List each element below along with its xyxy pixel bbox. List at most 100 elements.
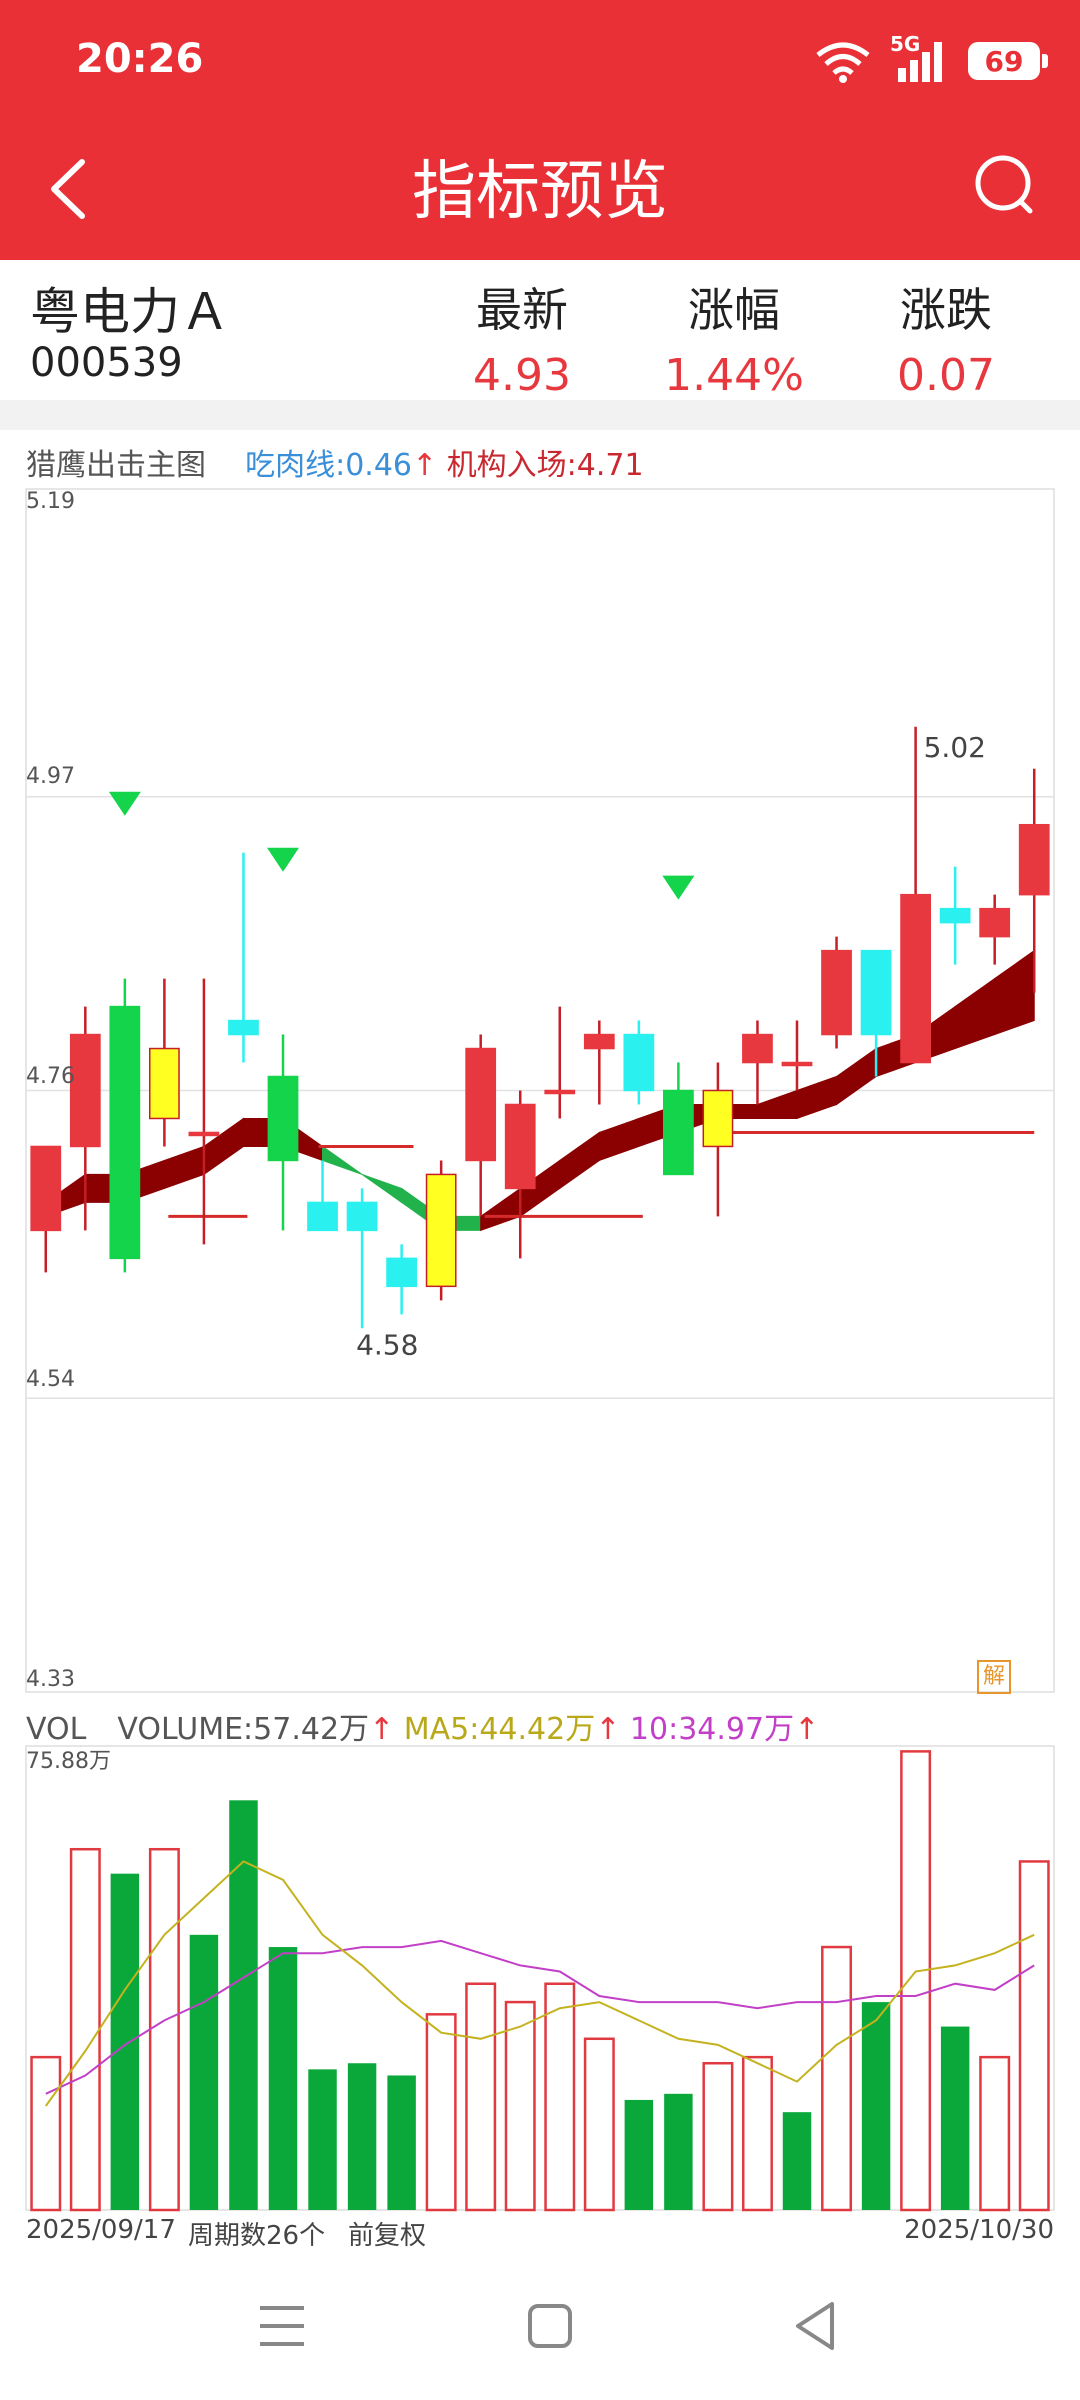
volume-bar [900,1750,932,2212]
volume-label: VOLUME: [117,1712,254,1747]
ribbon-segment [796,1075,838,1120]
candle-body [583,1033,615,1050]
vol-label: VOL [26,1712,87,1747]
candle-body [781,1061,813,1067]
indicator-name: 猎鹰出击主图 [26,448,206,483]
candle-body [149,1047,180,1120]
volume-bar [821,1945,853,2212]
volume-bar [30,2055,62,2212]
volume-bar [702,2061,734,2212]
adjust-mode[interactable]: 前复权 [348,2221,427,2251]
home-icon[interactable] [520,2296,580,2356]
back-icon[interactable] [786,2296,846,2356]
candle-body [702,1089,734,1148]
signal-icon: 5G [890,32,950,84]
volume-bar [782,2112,812,2210]
quote-label: 涨幅 [688,283,780,337]
period-count: 周期数26个 [188,2221,326,2251]
ribbon-segment [480,1187,521,1232]
volume-panel-frame [25,1745,1055,2211]
app-header: 指标预览 [0,120,1080,260]
line1-value: 0.46 [345,448,412,483]
y-tick-label: 4.97 [26,764,75,789]
ribbon-segment [322,1145,363,1175]
stock-name: 粤电力Ａ [30,283,230,341]
ma10-line [45,1939,1035,2095]
y-tick-label: 4.33 [26,1667,75,1692]
ribbon-segment [836,1047,877,1106]
candle-body [69,1033,101,1148]
volume-max-label: 75.88万 [26,1749,111,1774]
search-icon[interactable] [970,150,1040,220]
candle-body [663,1089,694,1176]
wifi-icon [816,42,870,83]
menu-icon[interactable] [252,2296,312,2356]
volume-value: 57.42万 [253,1712,370,1747]
candle-body [109,1005,141,1260]
candle-body [465,1047,497,1162]
chevron-left-icon[interactable] [40,154,100,224]
battery-icon: 69 [968,42,1048,80]
quote-label: 最新 [476,283,568,337]
signal-triangle [662,875,695,900]
candle-body [900,893,931,1064]
volume-bar [465,1982,497,2212]
system-nav-bar [0,2250,1080,2400]
ribbon-segment [163,1145,205,1190]
volume-bar [425,2013,457,2212]
volume-bar [69,1847,101,2212]
candle-body [425,1173,457,1288]
quote-summary: 粤电力Ａ 000539 最新 4.93 涨幅 1.44% 涨跌 0.07 [0,260,1080,401]
ribbon-segment [954,977,996,1050]
ribbon-segment [361,1173,403,1204]
ribbon-segment [756,1089,798,1119]
volume-bar [387,2075,416,2210]
volume-bar [347,2063,377,2210]
section-divider [0,400,1080,430]
candle-body [821,949,852,1036]
candle-body [30,1145,62,1232]
candle-body [346,1201,378,1232]
clock: 20:26 [76,36,204,82]
quote-value: 0.07 [897,350,995,401]
ma5-line [44,1860,1035,2107]
network-type: 5G [890,32,921,56]
quote-value: 4.93 [473,350,571,401]
ribbon-segment [559,1131,600,1190]
volume-bar [583,2037,615,2212]
ma5-value: 44.42万 [479,1712,596,1747]
ribbon-segment [598,1117,640,1162]
candle-body [623,1033,655,1092]
candle-body [742,1033,773,1064]
page-title: 指标预览 [412,155,668,229]
kline-chart[interactable]: 5.19 4.97 4.76 4.54 4.33 5.02 4.58 75.88… [0,480,1080,2250]
volume-bar [624,2099,654,2210]
candle-body [1018,823,1050,896]
stock-code: 000539 [30,340,183,386]
candle-body [504,1103,536,1190]
quote-change: 涨跌 0.07 [846,274,1046,401]
volume-bar [189,1934,219,2210]
candle-body [307,1201,338,1232]
candle-body [267,1075,299,1162]
volume-bar [504,2000,536,2212]
up-arrow-icon: ↑ [369,1712,395,1747]
volume-legend: VOL VOLUME:57.42万↑ MA5:44.42万↑ 10:34.97万… [26,1704,819,1748]
y-tick-label: 4.76 [26,1064,75,1089]
volume-bar [664,2093,693,2210]
line2-value: 4.71 [576,448,644,483]
candle-body [544,1089,576,1095]
candle-body [228,1019,259,1036]
candle-body [979,907,1011,938]
quote-label: 涨跌 [900,283,992,337]
explain-button[interactable]: 解 [977,1660,1011,1694]
candle-body [939,907,971,924]
up-arrow-icon: ↑ [412,448,438,483]
status-bar: 20:26 5G 69 [0,0,1080,120]
quote-latest: 最新 4.93 [422,274,622,401]
start-date: 2025/09/17 [26,2215,176,2245]
signal-triangle [267,847,299,872]
volume-bar [1018,1860,1050,2212]
line1-label: 吃肉线: [245,448,346,483]
quote-change-pct: 涨幅 1.44% [634,274,834,401]
